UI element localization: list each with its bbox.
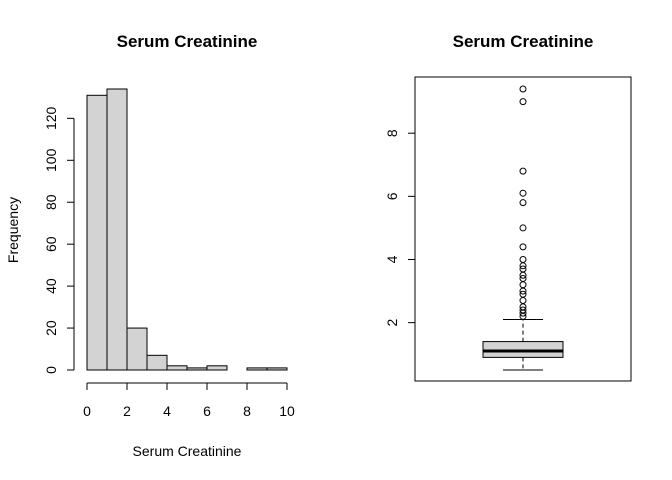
histogram-x-axis: 0 2 4 6 8 10 bbox=[83, 382, 295, 419]
y-tick-label: 80 bbox=[43, 194, 59, 210]
boxplot-panel: Serum Creatinine 2 4 6 8 bbox=[384, 32, 632, 382]
histogram-bar bbox=[186, 367, 208, 371]
outlier-point bbox=[519, 290, 527, 298]
outlier-point bbox=[519, 255, 527, 263]
outlier-point bbox=[519, 85, 527, 93]
outlier-point bbox=[519, 297, 527, 305]
histogram-bar bbox=[86, 94, 108, 371]
histogram-bars bbox=[86, 88, 288, 371]
outlier-point bbox=[519, 265, 527, 273]
histogram-bar bbox=[266, 367, 288, 371]
x-tick-label: 8 bbox=[243, 403, 251, 419]
y-tick-label: 6 bbox=[384, 192, 400, 200]
x-tick-label: 6 bbox=[203, 403, 211, 419]
y-tick-label: 60 bbox=[43, 236, 59, 252]
x-tick-label: 10 bbox=[279, 403, 295, 419]
outlier-point bbox=[519, 224, 527, 232]
y-tick-label: 120 bbox=[43, 106, 59, 130]
outlier-point bbox=[519, 167, 527, 175]
histogram-panel: Serum Creatinine Serum Creatinine Freque… bbox=[5, 32, 295, 459]
boxplot-outliers bbox=[519, 85, 527, 320]
y-tick-label: 0 bbox=[43, 366, 59, 374]
boxplot-title: Serum Creatinine bbox=[453, 32, 594, 51]
boxplot-frame bbox=[414, 76, 632, 382]
histogram-y-axis: 0 20 40 60 80 100 120 bbox=[43, 106, 75, 374]
y-tick-label: 8 bbox=[384, 129, 400, 137]
histogram-title: Serum Creatinine bbox=[117, 32, 258, 51]
box-iqr bbox=[482, 341, 564, 358]
y-tick-label: 40 bbox=[43, 278, 59, 294]
outlier-point bbox=[519, 281, 527, 289]
x-tick-label: 0 bbox=[83, 403, 91, 419]
outlier-point bbox=[519, 199, 527, 207]
outlier-point bbox=[519, 189, 527, 197]
x-tick-label: 2 bbox=[123, 403, 131, 419]
boxplot-y-axis: 2 4 6 8 bbox=[384, 129, 415, 327]
histogram-y-axis-label: Frequency bbox=[5, 197, 21, 263]
outlier-point bbox=[519, 98, 527, 106]
histogram-bar bbox=[126, 327, 148, 371]
outlier-point bbox=[519, 306, 527, 314]
y-tick-label: 2 bbox=[384, 319, 400, 327]
y-tick-label: 20 bbox=[43, 320, 59, 336]
boxplot-body bbox=[482, 318, 564, 371]
outlier-point bbox=[519, 274, 527, 282]
histogram-x-axis-label: Serum Creatinine bbox=[133, 443, 242, 459]
histogram-bar bbox=[246, 367, 268, 371]
histogram-bar bbox=[166, 365, 188, 371]
histogram-bar bbox=[146, 354, 168, 371]
histogram-bar bbox=[206, 365, 228, 371]
histogram-bar bbox=[106, 88, 128, 371]
outlier-point bbox=[519, 243, 527, 251]
x-tick-label: 4 bbox=[163, 403, 171, 419]
y-tick-label: 4 bbox=[384, 255, 400, 263]
y-tick-label: 100 bbox=[43, 148, 59, 172]
